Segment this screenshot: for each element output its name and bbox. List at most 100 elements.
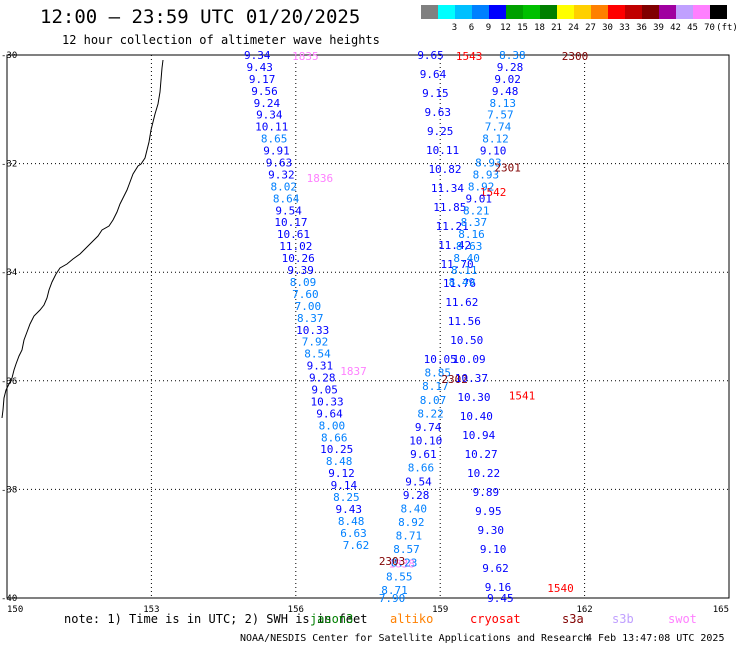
- wave-height-label: 6.63: [340, 527, 367, 540]
- legend-swatch: [591, 5, 608, 19]
- lat-tick-label: -30: [1, 51, 17, 61]
- wave-height-label: 7.62: [343, 539, 370, 552]
- wave-height-label: 9.10: [480, 543, 507, 556]
- wave-height-label: 9.56: [251, 85, 278, 98]
- legend-label: 36: [636, 23, 647, 33]
- legend-label: 30: [602, 23, 613, 33]
- wave-height-label: 9.28: [403, 489, 430, 502]
- wave-height-label: 10.27: [465, 448, 498, 461]
- wave-height-label: 9.16: [485, 581, 512, 594]
- lat-tick-label: -32: [1, 160, 17, 170]
- wave-height-label: 8.93: [475, 157, 502, 170]
- wave-height-label: 8.71: [396, 530, 423, 543]
- legend-label: 39: [653, 23, 664, 33]
- wave-height-label: 8.63: [456, 240, 483, 253]
- wave-height-label: 11.02: [279, 240, 312, 253]
- legend-swatch: [659, 5, 676, 19]
- wave-height-label: 11.70: [440, 258, 473, 271]
- wave-height-label: 8.54: [304, 348, 331, 361]
- legend-unit: (ft): [716, 23, 738, 33]
- legend-swatch: [438, 5, 455, 19]
- map-subtitle: 12 hour collection of altimeter wave hei…: [62, 33, 380, 47]
- wave-height-label: 9.24: [254, 97, 281, 110]
- wave-height-label: 10.82: [428, 163, 461, 176]
- wave-height-label: 9.43: [335, 503, 362, 516]
- wave-height-label: 9.02: [494, 73, 521, 86]
- wave-height-label: 8.23: [391, 557, 418, 570]
- lat-tick-label: -34: [1, 268, 17, 278]
- pass-time-label: 2300: [562, 50, 589, 63]
- wave-height-label: 10.50: [450, 334, 483, 347]
- wave-height-label: 11.34: [431, 182, 464, 195]
- pass-time-label: 1836: [307, 172, 334, 185]
- wave-height-label: 8.21: [463, 204, 490, 217]
- wave-height-label: 11.21: [436, 220, 469, 233]
- wave-height-label: 11.62: [445, 296, 478, 309]
- lon-tick-label: 153: [143, 605, 159, 615]
- wave-height-label: 10.09: [453, 353, 486, 366]
- wave-height-label: 8.38: [499, 49, 526, 62]
- pass-time-label: 1541: [509, 389, 536, 402]
- wave-height-label: 11.76: [443, 277, 476, 290]
- wave-height-label: 9.62: [482, 562, 509, 575]
- wave-height-label: 8.40: [453, 252, 480, 265]
- legend-swatch: [608, 5, 625, 19]
- track: 9.65 9.64 9.15 9.63 9.25 10.11 10.82 11.34 11.85…: [417, 49, 573, 605]
- wave-height-label: 9.14: [331, 479, 358, 492]
- legend-swatch: [540, 5, 557, 19]
- wave-height-label: 8.22: [417, 407, 444, 420]
- legend-swatch: [472, 5, 489, 19]
- wave-height-label: 9.45: [487, 592, 514, 605]
- wave-height-label: 8.16: [458, 228, 485, 241]
- wave-height-label: 10.94: [462, 429, 495, 442]
- legend-label: 27: [585, 23, 596, 33]
- wave-height-label: 7.57: [487, 109, 514, 122]
- legend-swatch: [676, 5, 693, 19]
- wave-height-label: 8.55: [386, 570, 413, 583]
- wave-height-label: 9.89: [473, 486, 500, 499]
- wave-height-label: 8.02: [271, 180, 298, 193]
- legend-swatch: [421, 5, 438, 19]
- legend-label: 70: [704, 23, 715, 33]
- legend-swatch: [455, 5, 472, 19]
- wave-height-label: 7.00: [295, 300, 322, 313]
- wave-height-label: 9.48: [492, 85, 519, 98]
- wave-height-label: 9.01: [465, 192, 492, 205]
- wave-height-label: 10.05: [424, 353, 457, 366]
- wave-height-label: 9.28: [497, 61, 524, 74]
- wave-height-label: 8.37: [297, 312, 324, 325]
- wave-height-label: 9.30: [477, 524, 504, 537]
- wave-height-label: 10.17: [274, 216, 307, 229]
- map-grid: [7, 55, 729, 598]
- lat-tick-label: -38: [1, 485, 17, 495]
- map-axis-ticks: 150 153 156 159 162 165 -30 -32 -34 -36 -38 -40: [1, 51, 729, 615]
- wave-height-label: 10.22: [467, 467, 500, 480]
- footer-timestamp: 4 Feb 13:47:08 UTC 2025: [586, 633, 725, 644]
- satellite-key-item: s3b: [612, 612, 634, 626]
- lon-tick-label: 159: [432, 605, 448, 615]
- wave-height-label: 8.92: [468, 180, 495, 193]
- wave-height-label: 9.91: [263, 145, 290, 158]
- wave-height-label: 9.64: [420, 68, 447, 81]
- wave-height-label: 8.17: [422, 380, 449, 393]
- legend-label: 15: [517, 23, 528, 33]
- lat-tick-label: -40: [1, 594, 17, 604]
- wave-height-label: 9.15: [422, 87, 449, 100]
- wave-height-label: 8.40: [400, 502, 427, 515]
- wave-height-label: 9.65: [417, 49, 444, 62]
- wave-height-label: 8.09: [290, 276, 317, 289]
- wave-height-label: 9.63: [266, 157, 293, 170]
- wave-height-label: 9.54: [405, 475, 432, 488]
- wave-height-label: 9.54: [275, 204, 302, 217]
- lon-tick-label: 162: [576, 605, 592, 615]
- legend-label: 21: [551, 23, 562, 33]
- wave-height-label: 10.25: [320, 443, 353, 456]
- pass-time-label: 1542: [480, 186, 507, 199]
- wave-height-label: 8.66: [321, 431, 348, 444]
- wave-height-label: 8.12: [482, 133, 509, 146]
- wave-height-label: 11.56: [448, 315, 481, 328]
- wave-height-label: 8.37: [461, 216, 488, 229]
- satellite-key-item: cryosat: [470, 612, 521, 626]
- wave-height-label: 9.32: [268, 168, 295, 181]
- pass-time-label: 2301: [494, 161, 521, 174]
